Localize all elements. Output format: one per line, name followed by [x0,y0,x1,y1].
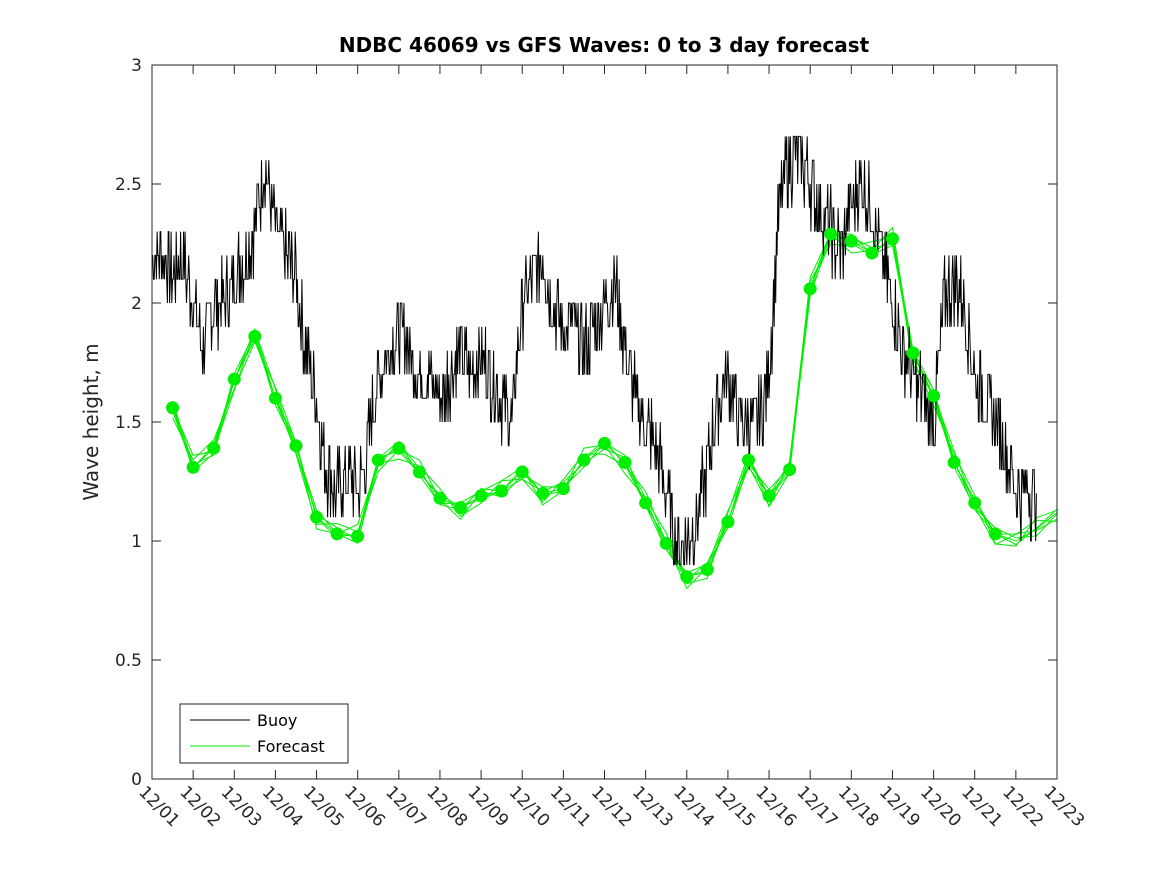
buoy-line [152,135,1037,566]
forecast-marker [680,570,694,584]
forecast-marker [824,227,838,241]
forecast-marker [844,234,858,248]
forecast-marker [556,482,570,496]
forecast-marker [166,401,180,415]
forecast-marker [659,536,673,550]
forecast-marker [227,372,241,386]
forecast-markers [166,227,1002,584]
y-axis-label: Wave height, m [79,343,103,500]
forecast-marker [392,441,406,455]
forecast-marker [289,439,303,453]
y-tick-label: 2.5 [115,175,142,195]
forecast-marker [906,346,920,360]
plot-area [152,65,1057,779]
y-tick-label: 0.5 [115,651,142,671]
forecast-marker [474,489,488,503]
y-tick-label: 2 [131,294,142,314]
forecast-marker [330,527,344,541]
legend-buoy-label: Buoy [257,711,297,730]
forecast-marker [577,453,591,467]
y-tick-label: 1 [131,532,142,552]
forecast-marker [268,391,282,405]
forecast-marker [783,463,797,477]
chart-title: NDBC 46069 vs GFS Waves: 0 to 3 day fore… [339,33,870,57]
forecast-marker [762,489,776,503]
forecast-marker [968,496,982,510]
forecast-marker [639,496,653,510]
forecast-marker [495,484,509,498]
forecast-marker [207,441,221,455]
forecast-marker [310,510,324,524]
forecast-marker [433,491,447,505]
forecast-marker [865,246,879,260]
forecast-marker [536,486,550,500]
forecast-marker [412,465,426,479]
y-tick-label: 1.5 [115,413,142,433]
forecast-marker [700,563,714,577]
y-tick-label: 0 [131,770,142,790]
buoy-series [152,135,1037,566]
forecast-marker [618,455,632,469]
legend-box [179,703,349,764]
forecast-marker [803,282,817,296]
legend: Buoy Forecast [179,703,349,764]
forecast-marker [927,389,941,403]
forecast-marker [248,329,262,343]
legend-forecast-label: Forecast [257,737,325,756]
forecast-marker [598,436,611,450]
forecast-marker [721,515,735,529]
y-tick-label: 3 [131,56,142,76]
forecast-marker [454,501,468,515]
y-axis: 0 0.5 1 1.5 2 2.5 3 [115,56,1057,790]
forecast-marker [741,453,755,467]
forecast-marker [351,529,365,543]
forecast-marker [947,455,961,469]
forecast-marker [988,527,1002,541]
forecast-marker [371,453,385,467]
forecast-marker [186,460,200,474]
forecast-marker [885,232,899,246]
forecast-marker [515,465,529,479]
